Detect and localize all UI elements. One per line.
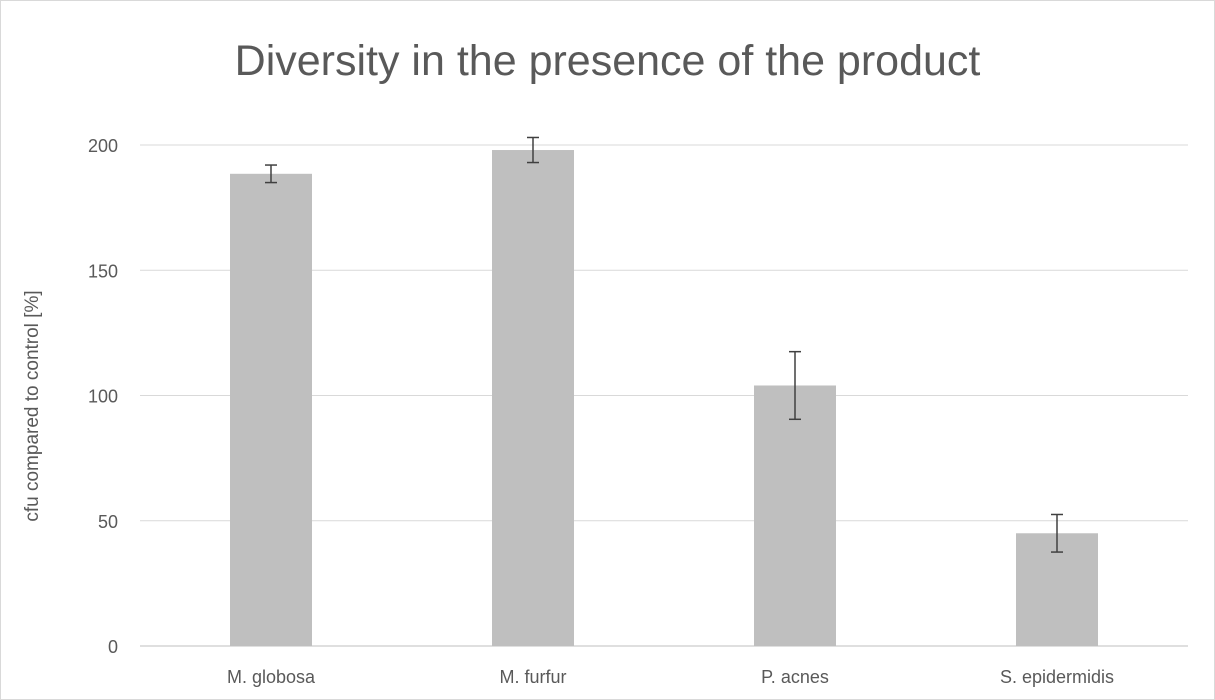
x-tick-label: S. epidermidis (1000, 667, 1114, 687)
x-tick-label: P. acnes (761, 667, 829, 687)
y-tick-label: 200 (88, 136, 118, 156)
y-axis-ticks: 0 50 100 150 200 (88, 136, 118, 657)
y-tick-label: 50 (98, 512, 118, 532)
bar (230, 173, 312, 646)
x-axis-ticks: M. globosa M. furfur P. acnes S. epidermidi… (227, 667, 1114, 687)
gridlines (140, 144, 1188, 647)
bar (754, 385, 836, 646)
y-tick-label: 100 (88, 387, 118, 407)
error-bar (527, 136, 539, 164)
chart-title: Diversity in the presence of the product (234, 37, 981, 85)
y-tick-label: 150 (88, 261, 118, 281)
y-tick-label: 0 (108, 637, 118, 657)
bars (230, 150, 1098, 646)
error-bars (265, 136, 1063, 553)
bar (492, 150, 574, 646)
error-bar (265, 164, 277, 184)
error-bar (789, 350, 801, 421)
x-tick-label: M. globosa (227, 667, 316, 687)
error-bar (1051, 513, 1063, 553)
x-tick-label: M. furfur (499, 667, 566, 687)
